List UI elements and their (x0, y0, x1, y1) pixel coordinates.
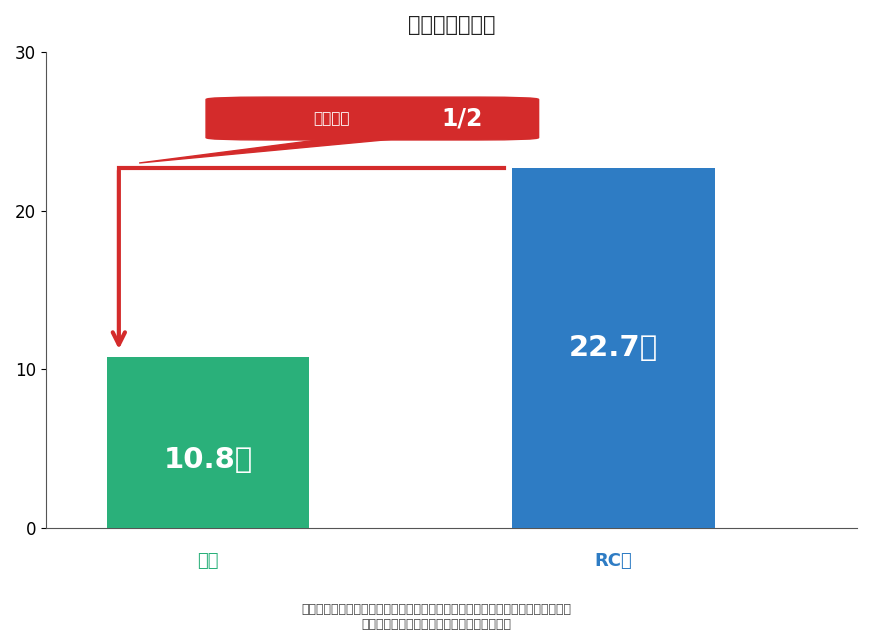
Text: 10.8％: 10.8％ (163, 446, 253, 473)
Title: 学級閉鎖の比較: 学級閉鎖の比較 (408, 15, 495, 35)
FancyBboxPatch shape (206, 97, 539, 140)
Bar (106, 357, 310, 528)
Text: 22.7％: 22.7％ (569, 334, 658, 362)
Text: RC造: RC造 (595, 552, 632, 570)
Text: 学級閉鎖: 学級閉鎖 (314, 111, 350, 126)
Text: 「木造校舎の教育環境－校舎建築材料が子ども・教師・教育活動に及ぼす影響」
（財）日本住宅・木材技術センター発刊より: 「木造校舎の教育環境－校舎建築材料が子ども・教師・教育活動に及ぼす影響」 （財）… (301, 603, 571, 631)
Polygon shape (140, 139, 392, 163)
Text: 木造: 木造 (197, 552, 219, 570)
Bar (512, 167, 715, 528)
Text: 1/2: 1/2 (441, 106, 482, 131)
